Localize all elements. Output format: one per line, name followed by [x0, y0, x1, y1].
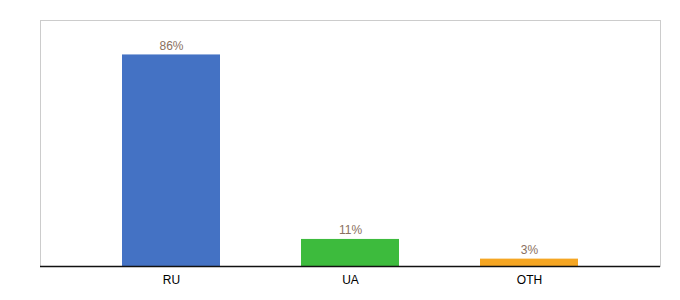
svg-text:OTH: OTH [517, 273, 542, 287]
svg-text:11%: 11% [339, 223, 362, 237]
svg-text:3%: 3% [521, 243, 539, 257]
svg-text:86%: 86% [159, 39, 183, 53]
svg-text:UA: UA [342, 273, 359, 287]
svg-text:RU: RU [163, 273, 180, 287]
